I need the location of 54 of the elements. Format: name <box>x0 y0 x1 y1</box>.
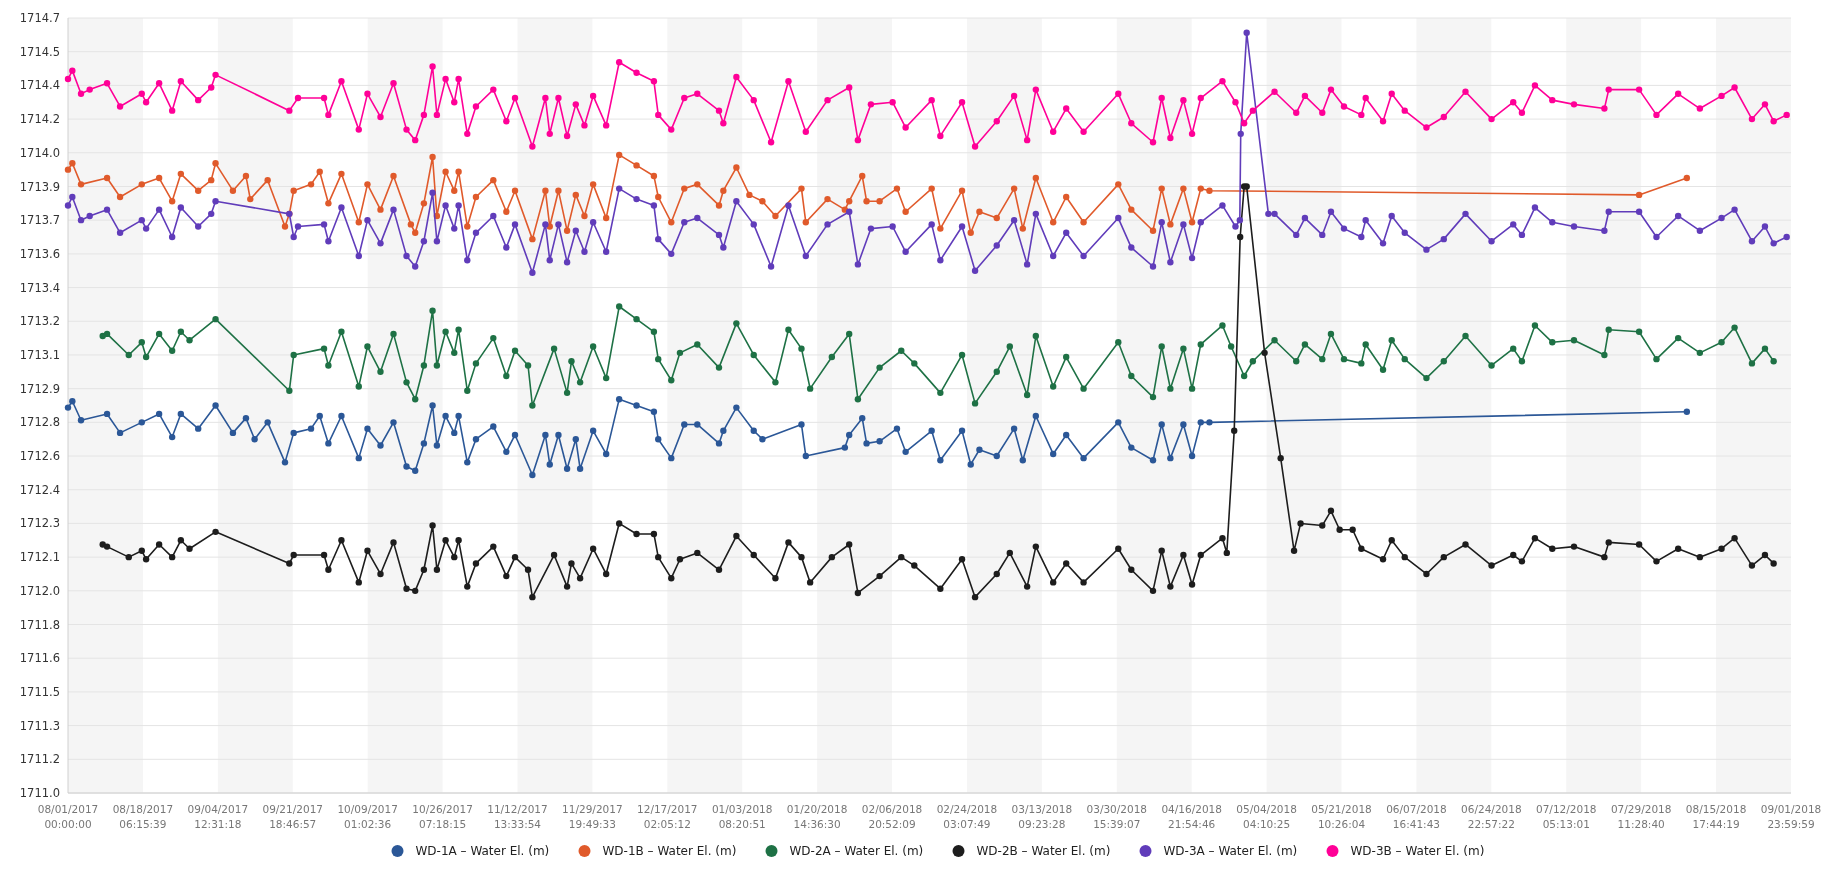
y-tick-label: 1711.3 <box>19 718 60 733</box>
x-tick-label: 05/04/2018 04:10:25 <box>1236 803 1297 830</box>
y-tick-label: 1711.5 <box>19 684 60 699</box>
x-tick-label: 10/26/2017 07:18:15 <box>412 803 473 830</box>
x-tick-label: 03/30/2018 15:39:07 <box>1086 803 1148 830</box>
y-tick-label: 1712.8 <box>19 415 60 430</box>
x-tick-label: 06/07/2018 16:41:43 <box>1386 803 1447 830</box>
y-tick-label: 1714.7 <box>19 11 60 26</box>
legend-label: WD-3A – Water El. (m) <box>1163 844 1298 858</box>
x-tick-label: 01/20/2018 14:36:30 <box>786 803 848 830</box>
x-tick-label: 07/12/2018 05:13:01 <box>1536 803 1597 830</box>
y-tick-label: 1712.9 <box>19 381 60 396</box>
x-tick-label: 03/13/2018 09:23:28 <box>1011 803 1073 830</box>
x-tick-label: 07/29/2018 11:28:40 <box>1610 803 1672 830</box>
y-tick-label: 1713.6 <box>19 246 60 261</box>
x-tick-label: 09/04/2017 12:31:18 <box>187 803 249 830</box>
y-tick-label: 1712.6 <box>19 449 60 464</box>
y-tick-label: 1714.5 <box>19 44 60 59</box>
legend-label: WD-2A – Water El. (m) <box>789 844 924 858</box>
y-tick-label: 1714.2 <box>19 112 60 127</box>
y-tick-label: 1713.4 <box>19 280 60 295</box>
y-tick-label: 1714.0 <box>19 145 60 160</box>
x-tick-label: 02/06/2018 20:52:09 <box>861 803 923 830</box>
x-tick-label: 01/03/2018 08:20:51 <box>711 803 773 830</box>
x-tick-label: 12/17/2017 02:05:12 <box>637 803 698 830</box>
legend-label: WD-3B – Water El. (m) <box>1350 844 1485 858</box>
x-tick-label: 08/15/2018 17:44:19 <box>1685 803 1747 830</box>
y-tick-label: 1713.1 <box>19 347 60 362</box>
y-tick-label: 1711.6 <box>19 651 60 666</box>
x-tick-label: 06/24/2018 22:57:22 <box>1461 803 1522 830</box>
x-tick-label: 11/29/2017 19:49:33 <box>562 803 623 830</box>
legend-label: WD-2B – Water El. (m) <box>976 844 1111 858</box>
x-tick-label: 02/24/2018 03:07:49 <box>936 803 998 830</box>
y-tick-label: 1711.8 <box>19 617 60 632</box>
y-tick-label: 1713.7 <box>19 213 60 228</box>
x-tick-label: 08/01/2017 00:00:00 <box>37 803 99 830</box>
y-tick-label: 1713.2 <box>19 314 60 329</box>
legend-label: WD-1A – Water El. (m) <box>415 844 550 858</box>
y-tick-label: 1712.0 <box>19 583 60 598</box>
x-tick-label: 05/21/2018 10:26:04 <box>1311 803 1372 830</box>
y-tick-label: 1711.2 <box>19 752 60 767</box>
y-tick-label: 1711.0 <box>19 786 60 801</box>
y-tick-label: 1714.4 <box>19 78 60 93</box>
x-tick-label: 11/12/2017 13:33:54 <box>487 803 548 830</box>
x-tick-label: 09/01/2018 23:59:59 <box>1760 803 1822 830</box>
x-tick-label: 09/21/2017 18:46:57 <box>262 803 323 830</box>
y-tick-label: 1713.9 <box>19 179 60 194</box>
x-tick-label: 10/09/2017 01:02:36 <box>337 803 398 830</box>
y-tick-label: 1712.1 <box>19 550 60 565</box>
legend-label: WD-1B – Water El. (m) <box>602 844 737 858</box>
x-tick-label: 08/18/2017 06:15:39 <box>112 803 174 830</box>
y-tick-label: 1712.3 <box>19 516 60 531</box>
x-tick-label: 04/16/2018 21:54:46 <box>1161 803 1222 830</box>
y-tick-label: 1712.4 <box>19 482 60 497</box>
